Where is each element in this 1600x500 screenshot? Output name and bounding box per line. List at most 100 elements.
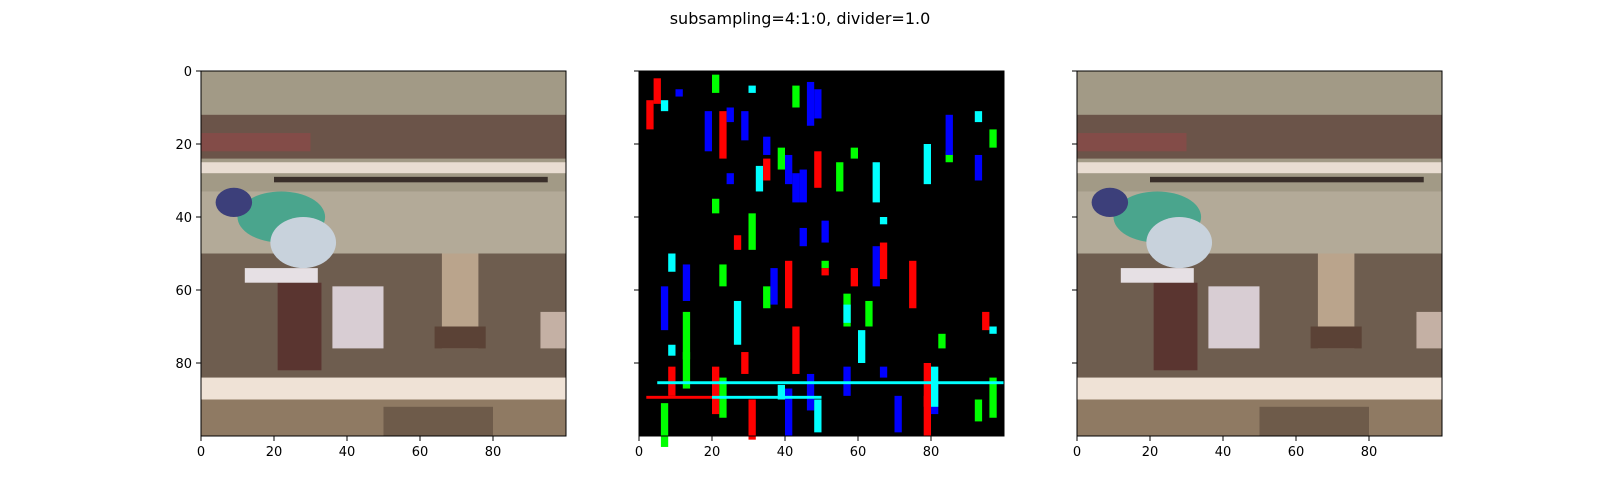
photo-object	[1310, 326, 1362, 349]
diff-block	[777, 147, 785, 170]
diff-block	[712, 366, 720, 415]
x-tick-label: 40	[777, 445, 794, 460]
panel-middle: 0 20 40 60 80	[634, 70, 1005, 460]
y-tick-label: 60	[175, 284, 192, 299]
diff-block	[872, 162, 880, 203]
photo-ground	[383, 406, 493, 436]
x-tick-label: 80	[1361, 445, 1378, 460]
diff-block	[770, 268, 778, 305]
x-tick-label: 0	[1073, 445, 1081, 460]
diff-block	[836, 162, 844, 192]
diff-block	[741, 352, 749, 374]
diff-block	[879, 242, 888, 280]
diff-block	[748, 399, 756, 440]
diff-block	[989, 377, 997, 418]
diff-block	[712, 74, 720, 93]
figure-title: subsampling=4:1:0, divider=1.0	[670, 9, 931, 28]
diff-block	[923, 144, 931, 185]
photo-object	[1120, 268, 1194, 283]
diff-block	[668, 253, 676, 272]
panel-right: 0 20 40 60 80	[1072, 70, 1443, 460]
diff-block	[814, 399, 822, 433]
diff-block	[733, 300, 742, 345]
diff-block	[668, 344, 676, 356]
x-tick-label: 60	[850, 445, 867, 460]
diff-block	[931, 366, 939, 407]
diff-block	[733, 235, 742, 250]
diff-block	[785, 260, 793, 309]
photo-object	[1153, 282, 1198, 371]
diff-block	[865, 300, 873, 327]
diff-block	[806, 373, 815, 411]
x-tick-label: 40	[339, 445, 356, 460]
photo-rail	[1077, 162, 1442, 174]
diff-block	[704, 111, 712, 152]
diff-block	[682, 264, 691, 301]
photo-object	[434, 326, 486, 349]
photo-object	[270, 217, 337, 269]
diff-block	[726, 107, 734, 123]
diff-block	[719, 111, 727, 159]
x-tick-label: 0	[635, 445, 643, 460]
diff-block	[799, 169, 807, 203]
diff-block	[748, 213, 756, 250]
diff-block	[806, 81, 815, 126]
diff-block	[748, 85, 756, 93]
diff-block	[660, 403, 669, 447]
photo-rail	[201, 377, 566, 400]
diff-block	[879, 366, 888, 378]
photo-band	[1077, 133, 1187, 152]
diff-block	[660, 286, 669, 331]
diff-block	[974, 111, 983, 123]
photo-ground	[1259, 406, 1369, 436]
diff-block	[814, 89, 822, 119]
diff-line	[712, 395, 822, 399]
diff-block	[879, 217, 888, 225]
panels: 0 20 40 60 80 0 20 40 60 80 0 20 40 60 80 0 20 40 60 80	[175, 65, 1443, 460]
diff-block	[894, 395, 902, 433]
diff-block	[923, 395, 931, 436]
x-tick-label: 80	[923, 445, 940, 460]
diff-block	[982, 311, 990, 331]
photo-rail	[201, 162, 566, 174]
x-tick-label: 0	[197, 445, 205, 460]
diff-block	[843, 304, 851, 323]
diff-block	[872, 246, 880, 287]
diff-block	[799, 227, 807, 247]
diff-block	[792, 326, 800, 374]
photo-rail	[274, 176, 548, 183]
diff-block	[974, 154, 983, 181]
diff-block	[763, 136, 771, 155]
diff-block	[719, 264, 727, 287]
axes-frame	[1076, 70, 1443, 437]
axes-frame	[638, 70, 1005, 437]
diff-line	[646, 395, 712, 399]
diff-block	[974, 399, 983, 422]
photo-object	[1208, 286, 1260, 349]
diff-background	[639, 71, 1004, 436]
y-tick-label: 20	[175, 138, 192, 153]
diff-block	[909, 260, 917, 309]
photo-rail	[1150, 176, 1424, 183]
diff-block	[792, 85, 800, 108]
diff-block	[989, 326, 997, 334]
diff-block	[989, 129, 997, 148]
diff-block	[653, 78, 661, 104]
diff-block	[785, 154, 793, 185]
photo-object	[244, 268, 318, 283]
x-tick-label: 60	[412, 445, 429, 460]
diff-block	[814, 151, 822, 188]
photo-object	[1091, 187, 1129, 217]
x-tick-label: 20	[1142, 445, 1159, 460]
diff-block	[763, 158, 771, 181]
diff-block	[850, 268, 858, 287]
diff-block	[821, 260, 829, 269]
diff-block	[850, 147, 858, 159]
diff-block	[858, 330, 866, 363]
diff-block	[646, 100, 654, 130]
photo-object	[215, 187, 253, 217]
diff-block	[923, 363, 931, 407]
x-tick-label: 60	[1288, 445, 1305, 460]
photo-object	[332, 286, 384, 349]
